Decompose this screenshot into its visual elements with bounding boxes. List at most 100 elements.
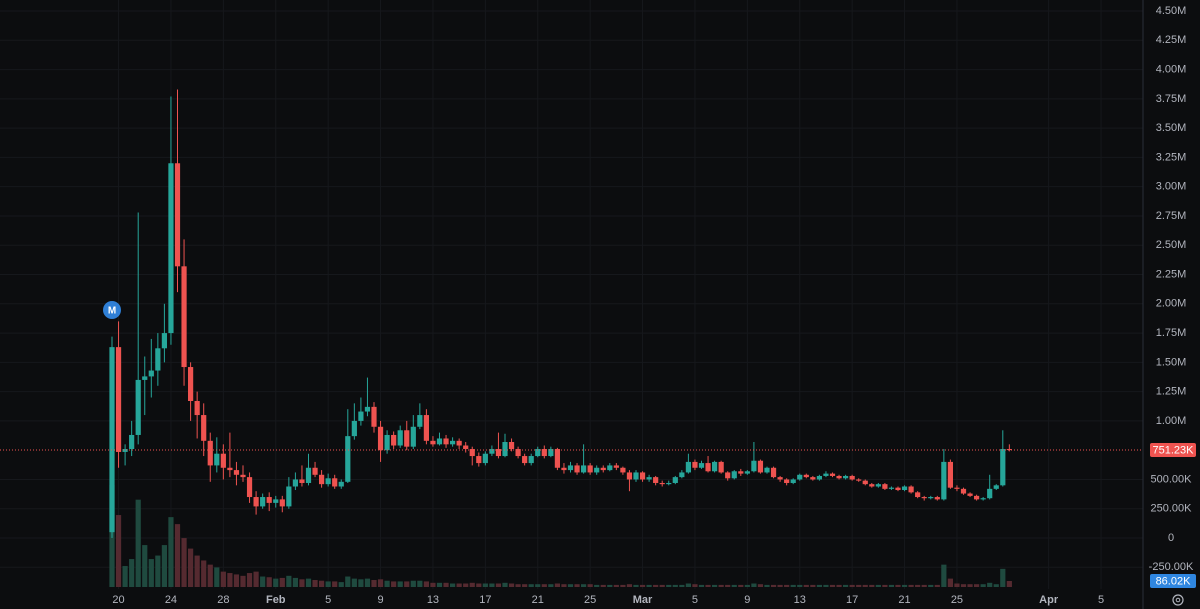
volume-bar [633,584,639,587]
candle-body [797,474,803,480]
candle-body [358,411,364,421]
candle-body [639,472,646,480]
x-tick-label: 5 [1098,594,1104,606]
y-tick-label: 1.25M [1156,386,1187,398]
volume-bar [888,584,895,587]
candle-body [790,479,796,483]
y-tick-label: 2.25M [1156,268,1187,280]
candle-body [220,453,226,468]
x-tick-label: 25 [951,594,963,606]
candle-body [1000,449,1006,486]
volume-bar [142,545,148,587]
y-tick-label: 0 [1168,532,1174,544]
volume-bar [751,583,757,587]
volume-pane [109,485,1012,587]
volume-bar [947,578,953,587]
volume-bar [535,584,541,587]
candle-body [718,461,724,473]
marker-badge[interactable] [103,301,121,319]
candle-body [738,471,744,474]
volume-bar [829,584,836,587]
candle-body [142,376,148,380]
y-tick-label: 250.00K [1151,503,1193,515]
candle-body [266,497,272,503]
candle-body [574,465,580,473]
volume-bar [410,580,416,587]
volume-bar [220,571,226,587]
volume-bar [469,582,475,587]
volume-bar [960,584,967,587]
candle-body [508,441,515,450]
volume-bar [843,584,849,587]
volume-bar [810,584,816,587]
volume-bar [233,574,240,587]
y-tick-label: 1.00M [1156,415,1187,427]
volume-bar [967,584,973,587]
x-tick-label: 21 [898,594,910,606]
candle-body [672,477,678,483]
candle-body [345,436,351,482]
candle-body [829,473,836,476]
candle-body [620,467,626,473]
x-tick-label: 20 [112,594,124,606]
candle-body [384,434,390,451]
volume-bar [404,581,410,587]
volume-bar [581,584,587,587]
volume-bar [522,584,528,587]
candle-body [135,379,141,435]
volume-bar [869,584,875,587]
candle-body [299,479,305,483]
volume-bar [849,584,855,587]
volume-bar [207,564,213,587]
volume-bar [600,584,606,587]
volume-bar [194,555,200,587]
y-tick-label: 1.75M [1156,327,1187,339]
volume-bar [803,584,809,587]
candle-body [725,472,731,479]
candle-body [201,415,207,441]
candle-body [148,370,154,377]
candle-body [417,415,423,427]
candle-body [319,474,325,485]
candle-body [960,488,967,494]
candle-body [928,497,934,499]
candle-body [705,463,711,472]
candle-body [751,460,757,472]
volume-bar [476,583,482,587]
volume-bar [698,584,705,587]
volume-bar [646,584,652,587]
volume-bar [941,564,947,587]
volume-bar [515,584,521,587]
volume-bar [240,575,246,587]
settings-icon[interactable] [1172,594,1184,606]
volume-bar [129,559,135,587]
volume-bar [928,584,934,587]
candle-body [626,472,633,480]
y-tick-label: 2.00M [1156,298,1187,310]
gear-inner [1175,597,1181,603]
volume-bar [338,582,344,587]
volume-bar [921,584,927,587]
volume-bar [463,583,469,587]
y-tick-label: 3.75M [1156,93,1187,105]
volume-bar [174,524,181,587]
volume-bar [705,584,711,587]
candle-body [260,497,266,507]
volume-bar [155,555,161,587]
volume-bar [744,584,750,587]
y-tick-label: 4.25M [1156,34,1187,46]
volume-bar [161,545,167,587]
candle-body [679,472,685,478]
volume-label: 86.02K [1156,575,1192,587]
candle-body [286,486,292,507]
volume-bar [554,583,560,587]
x-tick-label: 9 [377,594,383,606]
volume-bar [712,584,718,587]
candle-body [941,461,947,500]
y-tick-label: 4.50M [1156,5,1187,17]
candle-body [784,479,790,483]
volume-bar [915,584,921,587]
volume-bar [901,584,908,587]
candle-body [371,406,377,427]
